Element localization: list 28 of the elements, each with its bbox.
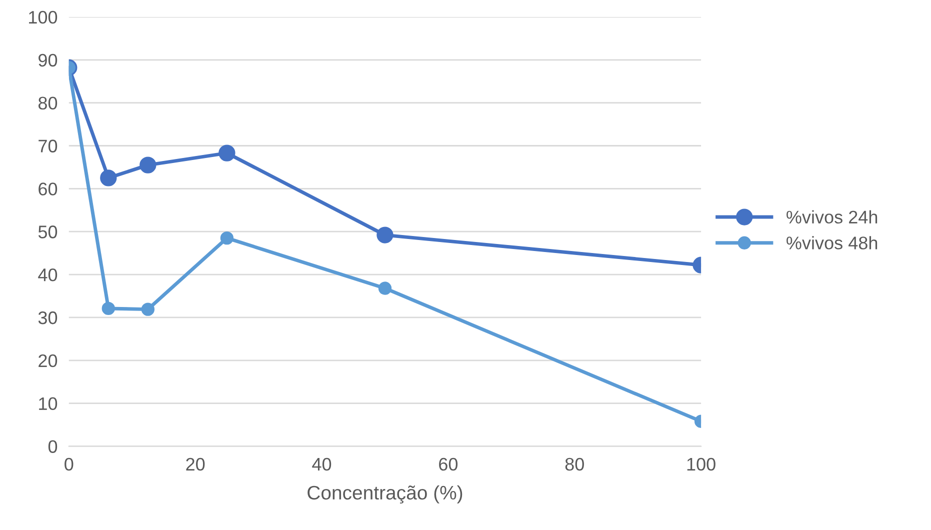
y-tick-label: 20 [38, 354, 58, 368]
point [376, 226, 394, 244]
x-tick-label: 0 [64, 458, 74, 471]
y-tick-label: 10 [39, 397, 58, 410]
legend-label: %vivos 24h [786, 210, 878, 224]
point [378, 282, 392, 295]
y-tick-label: 0 [48, 440, 58, 453]
point [102, 302, 115, 316]
y-tick-label: 100 [29, 10, 58, 24]
point [218, 144, 236, 162]
x-tick-label: 20 [186, 458, 205, 471]
y-tick-label: 60 [38, 182, 58, 196]
y-tick-label: 80 [38, 96, 58, 110]
x-tick-label: 100 [687, 458, 716, 471]
point [100, 170, 117, 186]
y-tick-label: 70 [38, 140, 58, 152]
y-tick-label: 50 [38, 226, 58, 238]
x-tick-label: 40 [312, 458, 332, 471]
point [141, 302, 155, 316]
y-tick-label: 90 [38, 54, 58, 67]
y-tick-label: 30 [38, 311, 58, 324]
x-tick-label: 80 [565, 458, 584, 471]
x-tick-label: 60 [439, 458, 458, 471]
x-axis-title: Concentração (%) [308, 485, 462, 504]
legend-label: %vivos 48h [786, 236, 878, 250]
point [220, 231, 234, 245]
point [140, 156, 156, 174]
y-tick-label: 40 [38, 268, 58, 282]
